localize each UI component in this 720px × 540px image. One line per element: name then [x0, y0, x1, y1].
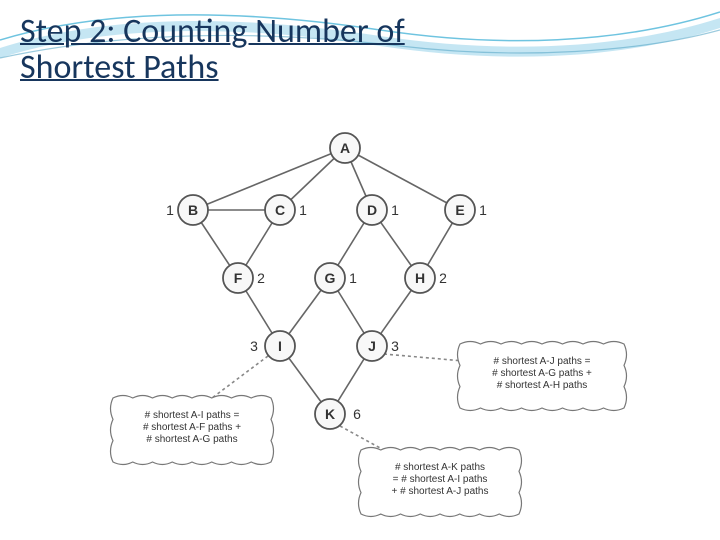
svg-text:E: E [455, 202, 464, 218]
count-label-F: 2 [257, 270, 265, 286]
callout-cloud-1: # shortest A-J paths =# shortest A-G pat… [458, 342, 627, 411]
svg-text:G: G [325, 270, 336, 286]
node-H: H [405, 263, 435, 293]
count-label-I: 3 [250, 338, 258, 354]
cloud-group: # shortest A-I paths =# shortest A-F pat… [111, 342, 627, 517]
svg-text:B: B [188, 202, 198, 218]
node-A: A [330, 133, 360, 163]
callout-text-0-2: # shortest A-G paths [146, 434, 237, 445]
node-D: D [357, 195, 387, 225]
callout-text-1-0: # shortest A-J paths = [494, 356, 591, 367]
callout-cloud-0: # shortest A-I paths =# shortest A-F pat… [111, 396, 274, 465]
svg-text:I: I [278, 338, 282, 354]
callout-text-2-0: # shortest A-K paths [395, 462, 485, 473]
svg-text:C: C [275, 202, 285, 218]
svg-text:F: F [234, 270, 243, 286]
title-line-2: Shortest Paths [20, 47, 219, 88]
count-label-H: 2 [439, 270, 447, 286]
count-label-C: 1 [299, 202, 307, 218]
node-B: B [178, 195, 208, 225]
svg-text:A: A [340, 140, 350, 156]
node-E: E [445, 195, 475, 225]
node-I: I [265, 331, 295, 361]
svg-text:H: H [415, 270, 425, 286]
svg-text:D: D [367, 202, 377, 218]
callout-text-2-2: + # shortest A-J paths [392, 486, 489, 497]
svg-text:J: J [368, 338, 376, 354]
node-G: G [315, 263, 345, 293]
callout-text-1-1: # shortest A-G paths + [492, 368, 592, 379]
callout-text-1-2: # shortest A-H paths [497, 380, 588, 391]
svg-text:K: K [325, 406, 335, 422]
node-J: J [357, 331, 387, 361]
node-K: K [315, 399, 345, 429]
node-group: A B C D E F G H I J K [178, 133, 475, 429]
count-group: 1 1 1 1 2 1 2 3 3 6 [166, 202, 487, 422]
node-C: C [265, 195, 295, 225]
callout-cloud-2: # shortest A-K paths= # shortest A-I pat… [359, 448, 522, 517]
count-label-G: 1 [349, 270, 357, 286]
count-label-B: 1 [166, 202, 174, 218]
graph-diagram: A B C D E F G H I J K 1 1 1 1 2 1 2 3 3 6 # shortest A-I pa… [0, 120, 720, 530]
count-label-K: 6 [353, 406, 361, 422]
callout-line-0 [212, 356, 268, 398]
count-label-D: 1 [391, 202, 399, 218]
node-F: F [223, 263, 253, 293]
callout-text-0-0: # shortest A-I paths = [145, 410, 240, 421]
count-label-E: 1 [479, 202, 487, 218]
callout-text-0-1: # shortest A-F paths + [143, 422, 241, 433]
callout-text-2-1: = # shortest A-I paths [393, 474, 488, 485]
count-label-J: 3 [391, 338, 399, 354]
slide: Step 2: Counting Number of Shortest Path… [0, 0, 720, 540]
slide-title: Step 2: Counting Number of Shortest Path… [20, 14, 700, 85]
